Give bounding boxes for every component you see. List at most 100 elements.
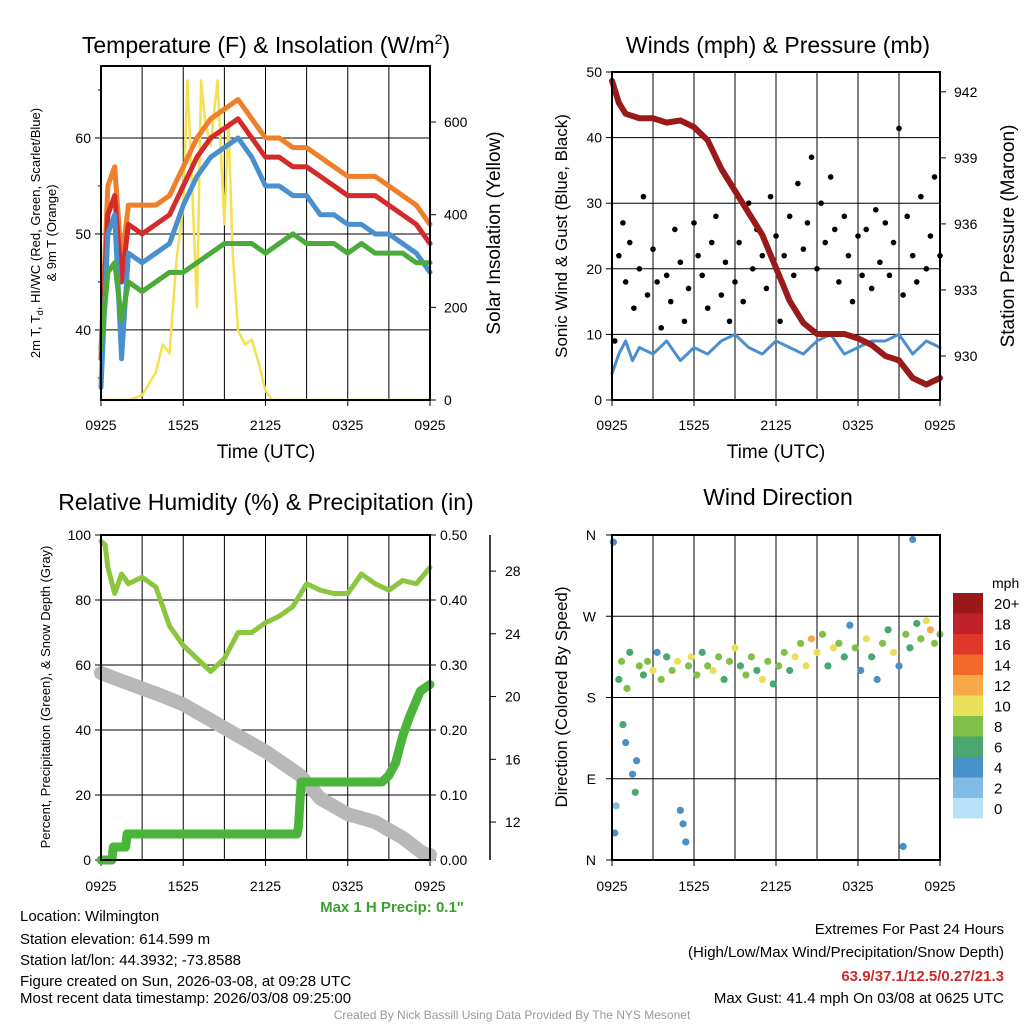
wind-direction-point (895, 662, 903, 670)
gust-point (763, 285, 770, 292)
plot-frame (100, 534, 431, 861)
wind-direction-point (857, 666, 865, 675)
y2-tick-label: 0.20 (440, 722, 467, 738)
gust-point (855, 233, 861, 239)
wind-direction-point (753, 666, 761, 675)
y2-tick-label: 0.00 (440, 852, 467, 868)
gust-point (931, 174, 938, 180)
y-tick-label: 40 (75, 322, 91, 338)
legend-swatch (953, 798, 983, 819)
temp-series-line (98, 135, 433, 391)
gust-point (631, 305, 637, 311)
wind-direction-point (657, 675, 665, 684)
wind-direction-point (906, 644, 914, 652)
wind-direction-point (851, 644, 859, 652)
wind-direction-point (617, 657, 626, 665)
y2-tick-label: 942 (954, 84, 978, 100)
gust-point (732, 279, 738, 285)
wind-direction-point (709, 666, 717, 675)
x-tick-label: 0325 (842, 878, 873, 894)
wdir-chart-title: Wind Direction (703, 484, 853, 510)
y-tick-label: 10 (586, 326, 602, 342)
y2-tick-label: 939 (954, 150, 978, 166)
y2-tick-label: 400 (444, 207, 468, 223)
x-tick-label: 0925 (596, 878, 627, 894)
gust-point (654, 279, 660, 285)
snow-depth-line (94, 666, 437, 862)
extremes-title: Extremes For Past 24 Hours (815, 921, 1004, 938)
insolation-line (99, 79, 432, 402)
extremes-values: 63.9/37.1/12.5/0.27/21.3 (841, 968, 1004, 985)
y-tick-label: W (583, 608, 597, 624)
precip-annotation: Max 1 H Precip: 0.1" (320, 899, 464, 916)
wind-xlabel: Time (UTC) (727, 442, 826, 463)
plot-frame (611, 71, 941, 401)
y-tick-label: 30 (586, 195, 602, 211)
gust-point (745, 200, 752, 206)
y2-tick-label: 600 (444, 114, 468, 130)
gust-point (872, 206, 879, 213)
x-tick-label: 0325 (332, 878, 363, 894)
x-tick-label: 2125 (250, 878, 281, 894)
gust-point (749, 266, 756, 272)
gust-point (691, 220, 697, 226)
wind-direction-point (643, 657, 652, 665)
extremes-subtitle: (High/Low/Max Wind/Precipitation/Snow De… (688, 944, 1004, 961)
gust-point (726, 318, 733, 325)
legend-label: 6 (994, 740, 1002, 757)
info-created: Figure created on Sun, 2026-03-08, at 09… (20, 973, 351, 990)
x-tick-label: 2125 (760, 417, 791, 433)
y2-tick-label: 0.10 (440, 787, 467, 803)
plot-frame (100, 65, 431, 401)
temp-ylabel-line2: & 9m T (Orange) (44, 184, 59, 281)
wind-direction-point (631, 788, 639, 796)
gust-point (658, 325, 664, 331)
y-tick-label: 0 (594, 392, 602, 408)
wind-direction-point (628, 770, 637, 778)
rh-chart-title: Relative Humidity (%) & Precipitation (i… (58, 489, 473, 515)
gust-point (822, 239, 828, 246)
gust-point (886, 272, 893, 279)
gust-point (695, 252, 701, 259)
temp-y2label: Solar Insolation (Yellow) (484, 131, 505, 334)
x-tick-label: 0925 (85, 417, 116, 433)
wind-direction-point (824, 662, 832, 670)
rh-line (98, 539, 433, 674)
legend-label: 12 (994, 678, 1011, 695)
y-tick-label: 40 (75, 722, 91, 738)
wind-direction-point (633, 757, 641, 765)
gust-point (616, 252, 622, 259)
y-tick-label: 50 (586, 64, 602, 80)
wind-direction-point (868, 653, 876, 661)
wind-direction-point (663, 653, 671, 661)
temp-chart-title: Temperature (F) & Insolation (W/m2) (82, 31, 450, 58)
gust-point (896, 125, 902, 132)
legend-swatch (953, 777, 983, 798)
temp-xlabel: Time (UTC) (217, 442, 316, 463)
legend-label: 8 (994, 719, 1002, 736)
legend-swatch (953, 654, 983, 675)
wind-direction-point (687, 653, 695, 661)
legend-label: 0 (994, 801, 1002, 818)
x-tick-label: 0325 (842, 417, 873, 433)
temp-series-line (98, 231, 433, 352)
gust-point (877, 259, 883, 266)
wind-direction-point (674, 657, 682, 665)
y-tick-label: 80 (75, 592, 91, 608)
gust-point (713, 213, 719, 220)
x-tick-label: 2125 (760, 878, 791, 894)
gust-point (827, 174, 834, 180)
y-tick-label: 0 (83, 852, 91, 868)
wind-direction-point (797, 639, 805, 647)
info-latlon: Station lat/lon: 44.3932; -73.8588 (20, 952, 241, 969)
wind-direction-point (917, 635, 925, 643)
wind-direction-point (807, 635, 816, 643)
info-location: Location: Wilmington (20, 908, 159, 925)
gust-point (740, 298, 746, 305)
wind-direction-point (829, 644, 838, 652)
y-tick-label: 50 (75, 226, 91, 242)
wind-direction-point (742, 671, 750, 679)
wind-direction-point (676, 806, 684, 814)
rh-ylabel: Percent, Precipitation (Green), & Snow D… (38, 546, 53, 849)
